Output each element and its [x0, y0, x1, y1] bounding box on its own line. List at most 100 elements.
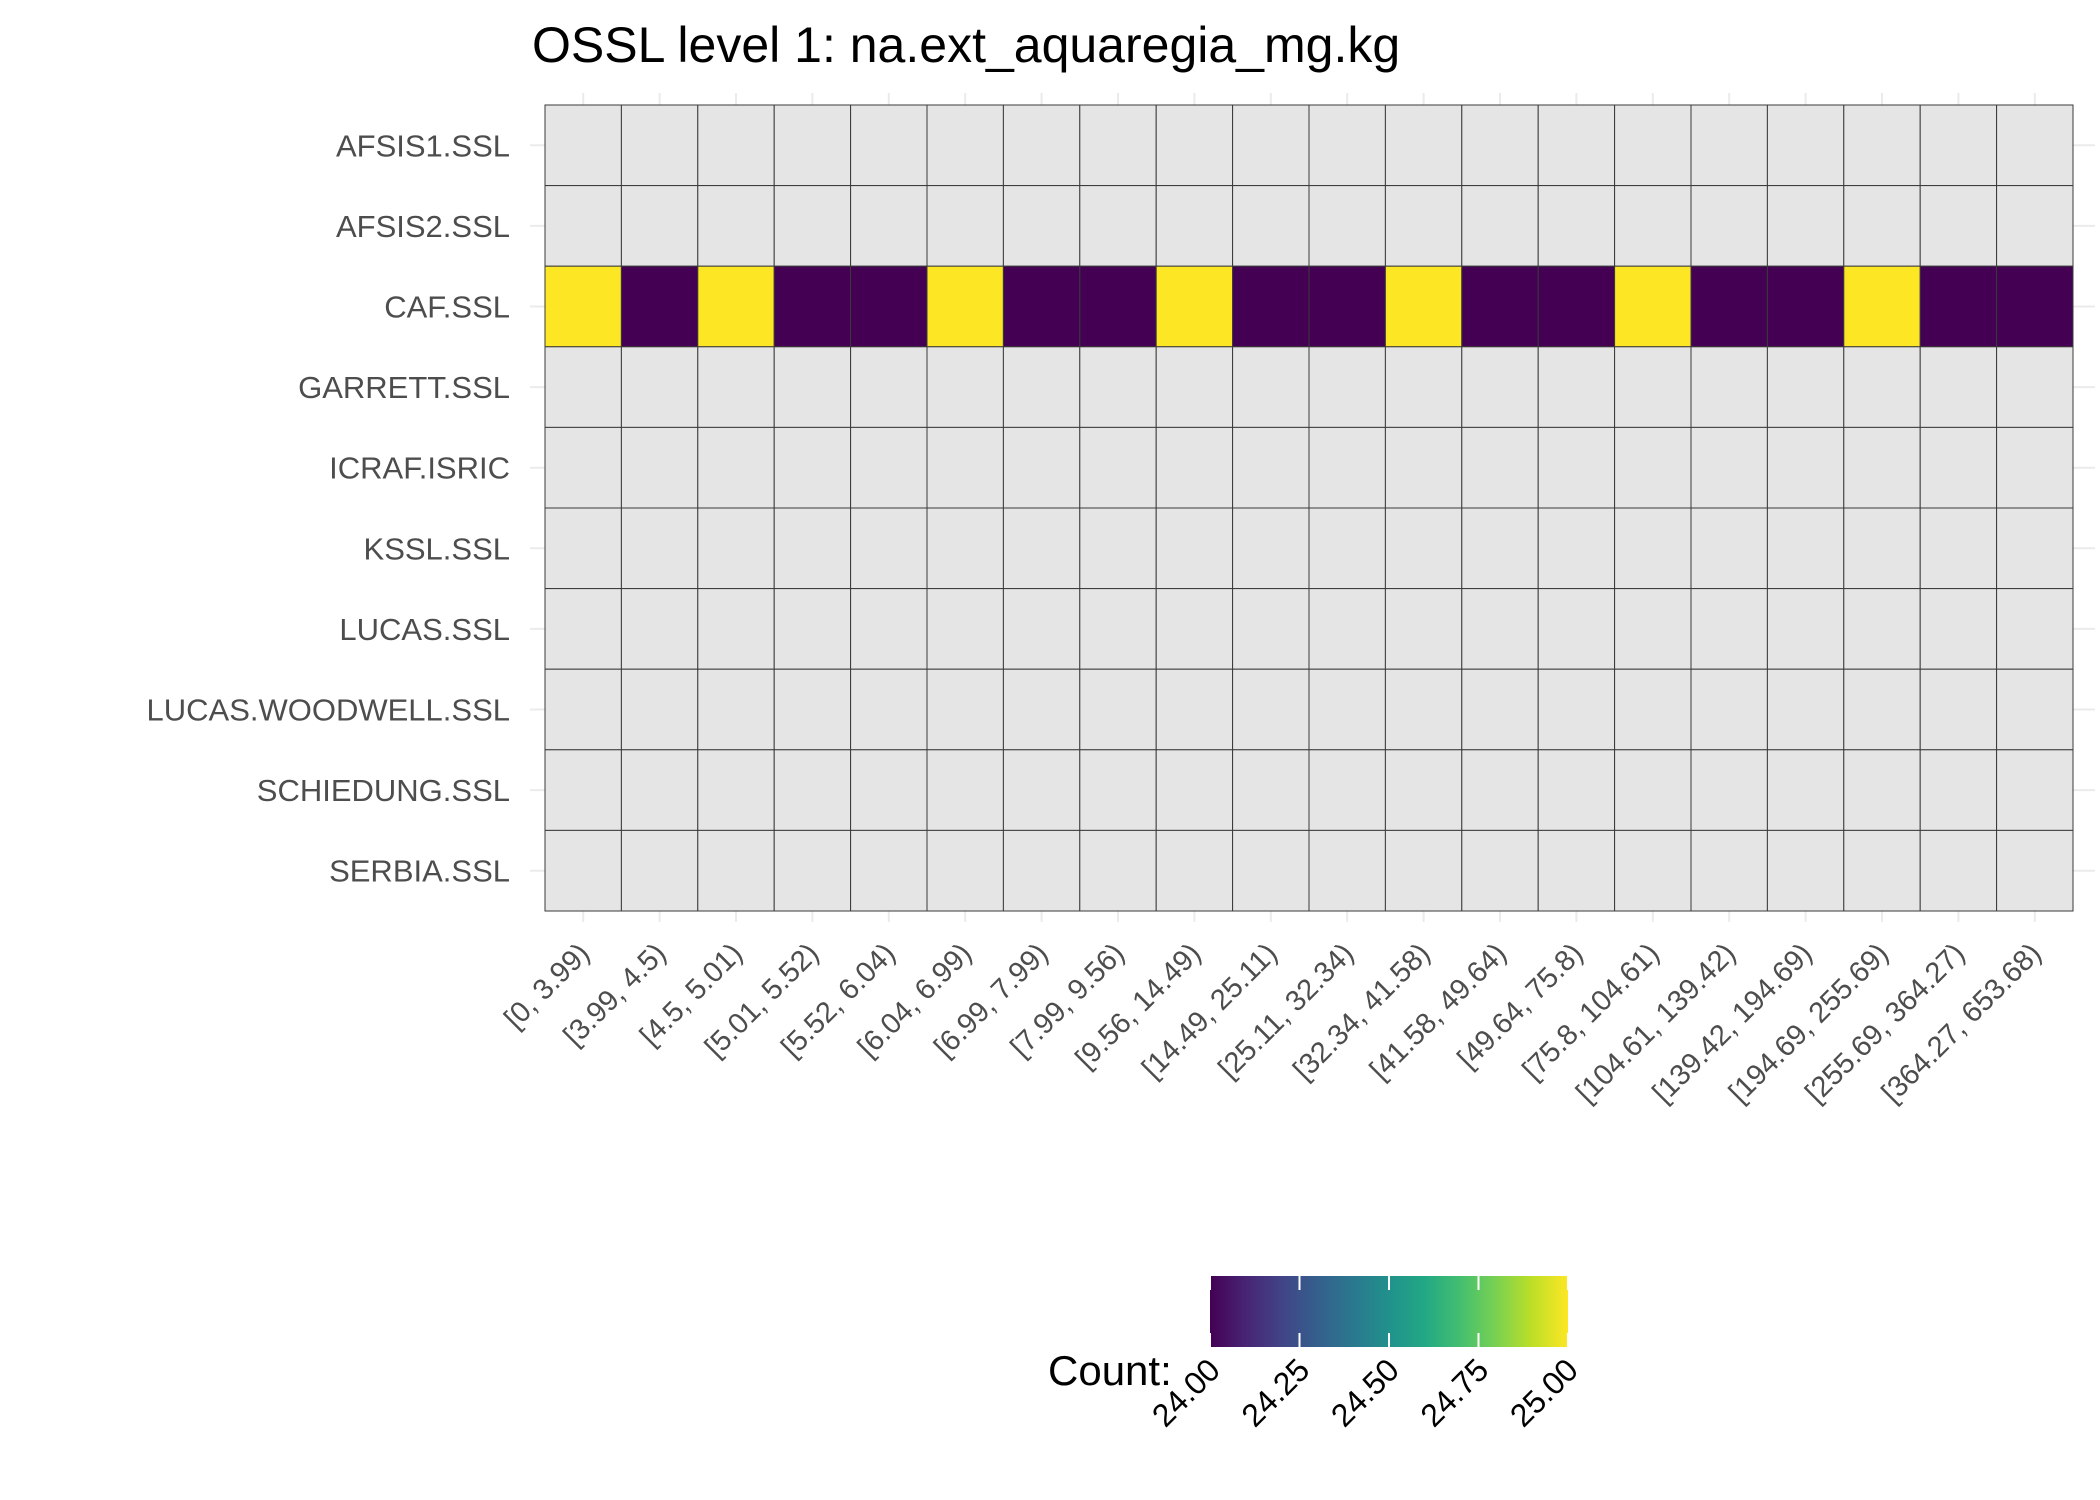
- heatmap-cell: [1919, 668, 1998, 751]
- heatmap-cell: [1919, 829, 1998, 912]
- heatmap-cell: [1155, 588, 1234, 670]
- heatmap-cell: [926, 829, 1004, 912]
- legend-tick-label: 25.00: [1503, 1351, 1585, 1433]
- heatmap-cell: [1537, 265, 1616, 348]
- heatmap-cell: [1232, 346, 1310, 428]
- y-tick-label: SCHIEDUNG.SSL: [257, 773, 510, 808]
- heatmap-cell: [697, 185, 775, 267]
- heatmap-cell: [1002, 346, 1081, 428]
- heatmap-cell: [1766, 185, 1845, 267]
- heatmap-cell: [1766, 829, 1845, 912]
- heatmap-cell: [1384, 346, 1463, 428]
- heatmap-cell: [1537, 668, 1616, 751]
- legend-tick-label: 24.25: [1234, 1351, 1316, 1433]
- heatmap-cell: [1232, 588, 1310, 670]
- heatmap-cell: [1766, 265, 1845, 348]
- heatmap-cell: [1002, 185, 1081, 267]
- heatmap-cell: [1461, 749, 1539, 831]
- heatmap-cell: [1155, 668, 1234, 751]
- y-tick-label: AFSIS1.SSL: [336, 128, 510, 163]
- heatmap-cell: [1232, 749, 1310, 831]
- color-legend: Count: 24.00 24.25 24.50 24.75 25.00: [1048, 1276, 1585, 1434]
- heatmap-cell: [1308, 426, 1386, 509]
- heatmap-cell: [1996, 104, 2074, 187]
- heatmap-cell: [1002, 588, 1081, 670]
- heatmap-cell: [1614, 507, 1692, 590]
- heatmap-cell: [1996, 829, 2074, 912]
- heatmap-cell: [544, 265, 622, 348]
- heatmap-cell: [773, 507, 852, 590]
- heatmap-cell: [1537, 185, 1616, 267]
- heatmap-cell: [1384, 104, 1463, 187]
- heatmap-cell: [1614, 346, 1692, 428]
- heatmap-cell: [1919, 588, 1998, 670]
- heatmap-cell: [1079, 668, 1157, 751]
- heatmap-cell: [1996, 265, 2074, 348]
- heatmap-cell: [1766, 749, 1845, 831]
- heatmap-cell: [544, 426, 622, 509]
- heatmap-cell: [1766, 346, 1845, 428]
- heatmap-cell: [1843, 668, 1921, 751]
- heatmap-cell: [1690, 346, 1768, 428]
- heatmap-cell: [1155, 426, 1234, 509]
- heatmap-cell: [1461, 426, 1539, 509]
- heatmap-cell: [1690, 749, 1768, 831]
- heatmap-cell: [1614, 104, 1692, 187]
- heatmap-cell: [850, 426, 928, 509]
- heatmap-cell: [1766, 104, 1845, 187]
- heatmap-cell: [1843, 507, 1921, 590]
- heatmap-cell: [1461, 507, 1539, 590]
- heatmap-cell: [850, 588, 928, 670]
- heatmap-cell: [1079, 588, 1157, 670]
- heatmap-cell: [1614, 426, 1692, 509]
- heatmap-cell: [1232, 507, 1310, 590]
- heatmap-cell: [1232, 668, 1310, 751]
- heatmap-cell: [1614, 829, 1692, 912]
- heatmap-cell: [1232, 185, 1310, 267]
- heatmap-cell: [773, 749, 852, 831]
- heatmap-cell: [773, 588, 852, 670]
- heatmap-cell: [1384, 668, 1463, 751]
- heatmap-cell: [620, 185, 699, 267]
- heatmap-cell: [1919, 749, 1998, 831]
- heatmap-cell: [1308, 749, 1386, 831]
- heatmap-cell: [1232, 104, 1310, 187]
- heatmap-cell: [1002, 668, 1081, 751]
- heatmap-cell: [620, 104, 699, 187]
- legend-title: Count:: [1048, 1347, 1172, 1394]
- heatmap-cell: [1919, 507, 1998, 590]
- heatmap-cell: [926, 426, 1004, 509]
- heatmap-cell: [1308, 346, 1386, 428]
- heatmap-cell: [1690, 104, 1768, 187]
- heatmap-cell: [1690, 507, 1768, 590]
- heatmap-cell: [1919, 265, 1998, 348]
- heatmap-cell: [544, 588, 622, 670]
- heatmap-cell: [544, 507, 622, 590]
- heatmap-cell: [1384, 185, 1463, 267]
- heatmap-cell: [1308, 507, 1386, 590]
- heatmap-cell: [1537, 104, 1616, 187]
- heatmap-cell: [926, 104, 1004, 187]
- heatmap-cell: [1079, 104, 1157, 187]
- heatmap-cell: [1461, 829, 1539, 912]
- heatmap-cell: [926, 185, 1004, 267]
- heatmap-cell: [1461, 668, 1539, 751]
- heatmap-cell: [773, 265, 852, 348]
- heatmap-cell: [1384, 265, 1463, 348]
- x-tick-label: [32.34, 41.58): [1287, 937, 1436, 1086]
- y-tick-label: SERBIA.SSL: [329, 854, 510, 889]
- heatmap-cell: [1155, 507, 1234, 590]
- heatmap-cell: [1308, 588, 1386, 670]
- heatmap-cell: [1766, 668, 1845, 751]
- heatmap-cell: [850, 829, 928, 912]
- heatmap-cell: [1690, 426, 1768, 509]
- y-axis-tick-labels: AFSIS1.SSL AFSIS2.SSL CAF.SSL GARRETT.SSL IC…: [147, 128, 510, 888]
- heatmap-cell: [1843, 265, 1921, 348]
- heatmap-cell: [1843, 426, 1921, 509]
- heatmap-cell: [1537, 588, 1616, 670]
- heatmap-cell: [1002, 829, 1081, 912]
- heatmap-cell: [1843, 829, 1921, 912]
- heatmap-cell: [850, 265, 928, 348]
- heatmap-cells: [544, 104, 2074, 912]
- heatmap-cell: [773, 426, 852, 509]
